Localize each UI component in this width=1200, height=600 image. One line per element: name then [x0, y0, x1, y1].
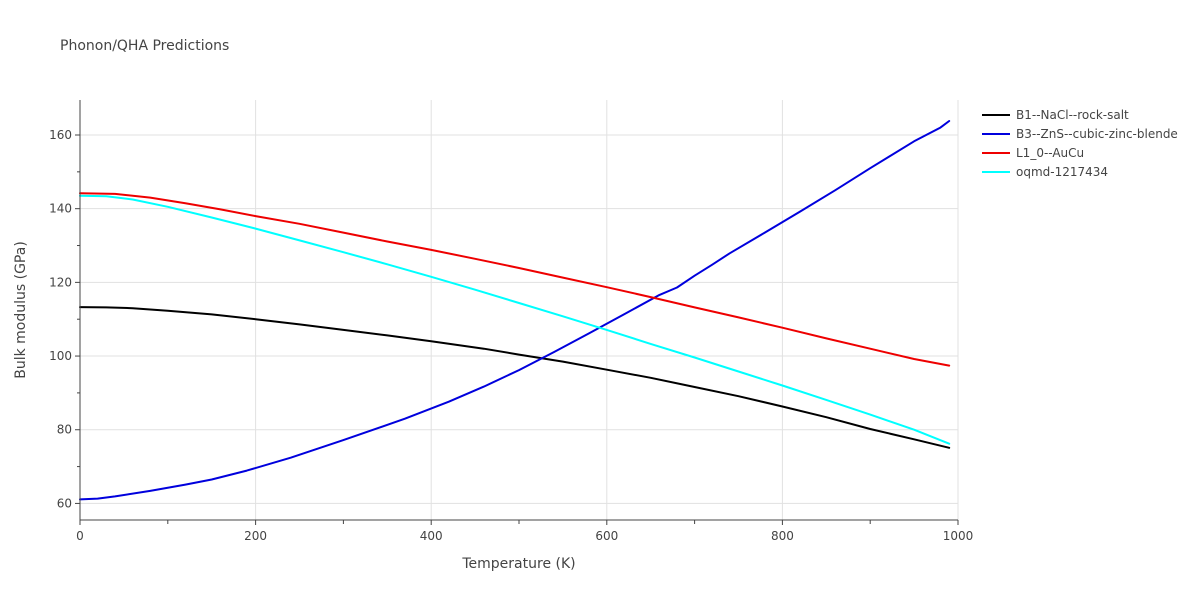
series-line-4 — [79, 194, 951, 445]
x-tick-label: 0 — [76, 529, 84, 543]
y-tick-label: 140 — [49, 202, 72, 216]
x-tick-label: 200 — [244, 529, 267, 543]
y-tick-label: 160 — [49, 128, 72, 142]
y-tick-label: 100 — [49, 349, 72, 363]
y-axis-label: Bulk modulus (GPa) — [13, 241, 29, 379]
series-line-1 — [79, 306, 951, 449]
legend-label: L1_0--AuCu — [1016, 146, 1084, 160]
series-line-2 — [79, 120, 951, 501]
x-axis-label: Temperature (K) — [461, 556, 575, 572]
chart-title: Phonon/QHA Predictions — [60, 38, 229, 54]
y-tick-label: 60 — [57, 496, 72, 510]
y-tick-label: 80 — [57, 423, 72, 437]
x-gridlines — [255, 100, 959, 520]
legend-item[interactable]: B3--ZnS--cubic-zinc-blende — [982, 127, 1178, 141]
legend-label: B3--ZnS--cubic-zinc-blende — [1016, 127, 1178, 141]
legend-item[interactable]: B1--NaCl--rock-salt — [982, 108, 1129, 122]
legend-item[interactable]: L1_0--AuCu — [982, 146, 1084, 160]
y-axis-ticks: 60 80 100 120 140 160 — [49, 128, 80, 510]
legend: B1--NaCl--rock-salt B3--ZnS--cubic-zinc-b… — [982, 108, 1178, 179]
y-gridlines — [80, 134, 958, 504]
x-tick-label: 1000 — [943, 529, 974, 543]
x-tick-label: 800 — [771, 529, 794, 543]
x-tick-label: 600 — [595, 529, 618, 543]
series-line-3 — [79, 192, 951, 367]
legend-label: oqmd-1217434 — [1016, 165, 1108, 179]
x-axis-ticks: 0 200 400 600 800 1000 — [76, 520, 973, 543]
y-tick-label: 120 — [49, 275, 72, 289]
legend-item[interactable]: oqmd-1217434 — [982, 165, 1108, 179]
plot-area — [79, 120, 951, 501]
legend-label: B1--NaCl--rock-salt — [1016, 108, 1129, 122]
x-tick-label: 400 — [420, 529, 443, 543]
